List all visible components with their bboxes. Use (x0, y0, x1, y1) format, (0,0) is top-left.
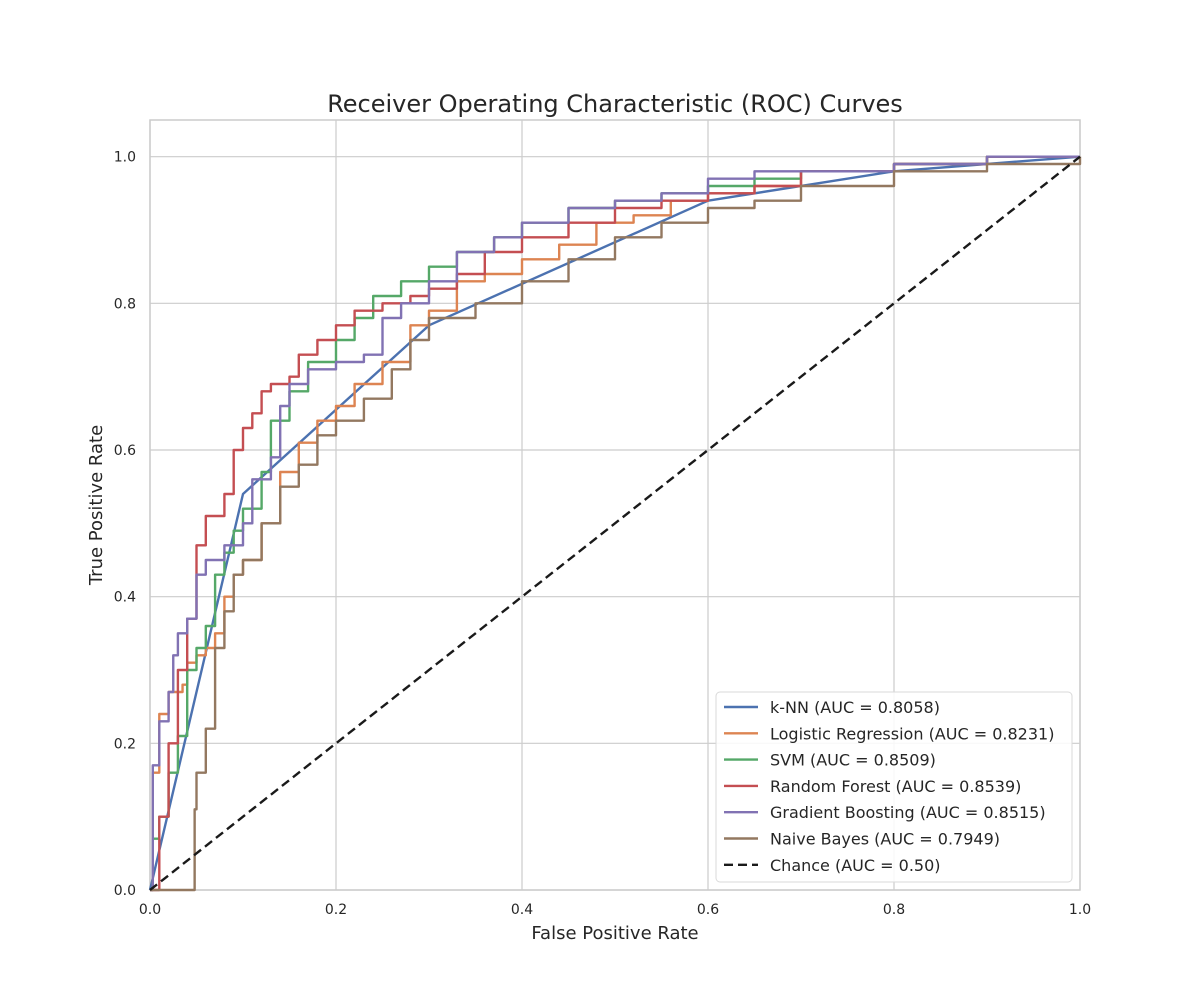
x-axis-label: False Positive Rate (531, 923, 698, 944)
legend-entry: k-NN (AUC = 0.8058) (770, 698, 940, 717)
x-tick-label: 0.6 (697, 902, 719, 918)
grid-lines (149, 120, 1081, 891)
y-tick-label: 0.0 (114, 883, 136, 899)
series-line-5 (150, 156, 1082, 892)
legend-entry: Chance (AUC = 0.50) (770, 856, 941, 875)
y-tick-label: 0.4 (114, 590, 136, 606)
series-lines (148, 155, 1082, 892)
y-tick-labels: 0.0 0.2 0.4 0.6 0.8 1.0 (114, 150, 136, 899)
legend-box (715, 691, 1073, 883)
legend-entry: SVM (AUC = 0.8509) (770, 751, 936, 770)
series-line-4 (150, 155, 1080, 892)
series-line-3 (150, 155, 1080, 892)
legend-entry: Random Forest (AUC = 0.8539) (770, 777, 1021, 796)
y-tick-label: 0.6 (114, 443, 136, 459)
legend-entry: Gradient Boosting (AUC = 0.8515) (770, 803, 1046, 822)
x-tick-label: 0.2 (325, 902, 347, 918)
chart-title: Receiver Operating Characteristic (ROC) … (327, 90, 903, 118)
series-line-6 (149, 155, 1081, 891)
x-tick-label: 0.0 (139, 902, 161, 918)
x-tick-labels: 0.0 0.2 0.4 0.6 0.8 1.0 (139, 902, 1091, 918)
x-tick-label: 0.8 (883, 902, 905, 918)
legend-entry: Logistic Regression (AUC = 0.8231) (770, 724, 1054, 743)
y-axis-label: True Positive Rate (86, 425, 107, 586)
x-tick-label: 0.4 (511, 902, 533, 918)
y-tick-label: 0.2 (114, 736, 136, 752)
legend: k-NN (AUC = 0.8058) Logistic Regression (… (715, 691, 1073, 883)
y-tick-label: 0.8 (114, 296, 136, 312)
legend-entry: Naive Bayes (AUC = 0.7949) (770, 830, 1000, 849)
y-tick-label: 1.0 (114, 150, 136, 166)
x-tick-label: 1.0 (1069, 902, 1091, 918)
